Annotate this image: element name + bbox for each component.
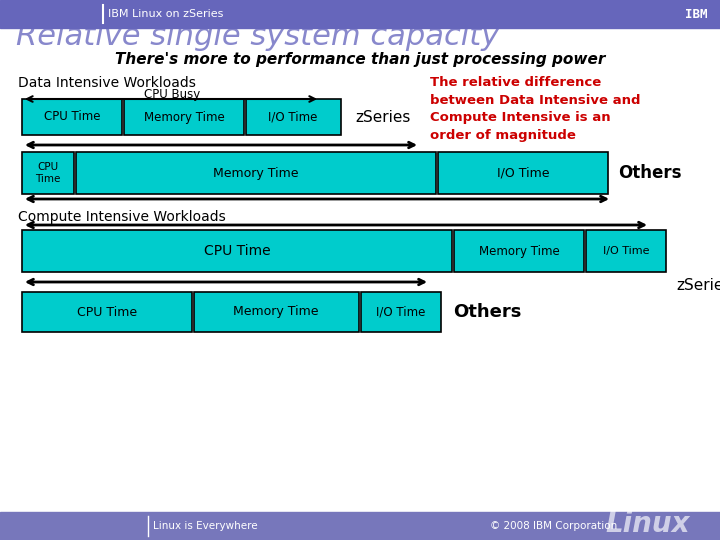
Text: Linux is Everywhere: Linux is Everywhere	[153, 521, 258, 531]
Text: Others: Others	[453, 303, 521, 321]
Bar	[22, 99, 122, 135]
Text: Memory Time: Memory Time	[143, 111, 225, 124]
Text: There's more to performance than just processing power: There's more to performance than just pr…	[114, 52, 606, 67]
Bar	[22, 230, 452, 272]
Bar	[0, 28, 720, 512]
Text: Data Intensive Workloads: Data Intensive Workloads	[18, 76, 196, 90]
Text: I/O Time: I/O Time	[269, 111, 318, 124]
Text: Linux: Linux	[606, 510, 690, 538]
Text: I/O Time: I/O Time	[497, 166, 549, 179]
Text: © 2008 IBM Corporation: © 2008 IBM Corporation	[490, 521, 617, 531]
Bar	[454, 230, 584, 272]
Text: zSeries: zSeries	[355, 110, 410, 125]
Bar	[0, 0, 720, 28]
Bar	[194, 292, 359, 332]
Text: IBM Linux on zSeries: IBM Linux on zSeries	[108, 9, 223, 19]
Text: CPU Time: CPU Time	[44, 111, 100, 124]
Text: Relative single system capacity: Relative single system capacity	[16, 22, 499, 51]
Text: Memory Time: Memory Time	[479, 245, 559, 258]
Bar	[0, 512, 720, 540]
Text: CPU Busy: CPU Busy	[144, 88, 200, 101]
Bar	[76, 152, 436, 194]
Text: I/O Time: I/O Time	[377, 306, 426, 319]
Text: CPU
Time: CPU Time	[35, 162, 60, 184]
Bar	[124, 99, 244, 135]
Bar	[22, 292, 192, 332]
Text: CPU Time: CPU Time	[204, 244, 270, 258]
Bar	[438, 152, 608, 194]
Text: The relative difference
between Data Intensive and
Compute Intensive is an
order: The relative difference between Data Int…	[430, 76, 641, 141]
Bar	[361, 292, 441, 332]
Text: Memory Time: Memory Time	[213, 166, 299, 179]
Bar	[246, 99, 341, 135]
Text: Compute Intensive Workloads: Compute Intensive Workloads	[18, 210, 226, 224]
Bar	[586, 230, 666, 272]
Text: IBM: IBM	[685, 8, 707, 21]
Text: I/O Time: I/O Time	[603, 246, 649, 256]
Text: zSeries: zSeries	[676, 278, 720, 293]
Text: Memory Time: Memory Time	[233, 306, 319, 319]
Bar	[22, 152, 74, 194]
Text: Others: Others	[618, 164, 682, 182]
Text: CPU Time: CPU Time	[77, 306, 137, 319]
